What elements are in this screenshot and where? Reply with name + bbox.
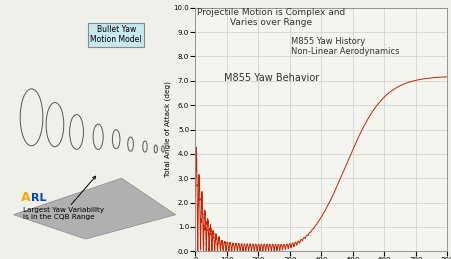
Text: Bullet Yaw
Motion Model: Bullet Yaw Motion Model [90, 25, 142, 44]
Text: M855 Yaw Behavior: M855 Yaw Behavior [223, 73, 318, 83]
Text: Largest Yaw Variability
is in the CQB Range: Largest Yaw Variability is in the CQB Ra… [23, 176, 103, 220]
Text: RL: RL [31, 193, 46, 203]
Text: M855 Yaw History
Non-Linear Aerodynamics: M855 Yaw History Non-Linear Aerodynamics [290, 37, 399, 56]
Text: A: A [21, 191, 31, 204]
Polygon shape [14, 178, 175, 239]
Y-axis label: Total Angle of Attack (deg): Total Angle of Attack (deg) [164, 82, 170, 177]
Text: Projectile Motion is Complex and
Varies over Range: Projectile Motion is Complex and Varies … [197, 8, 345, 27]
